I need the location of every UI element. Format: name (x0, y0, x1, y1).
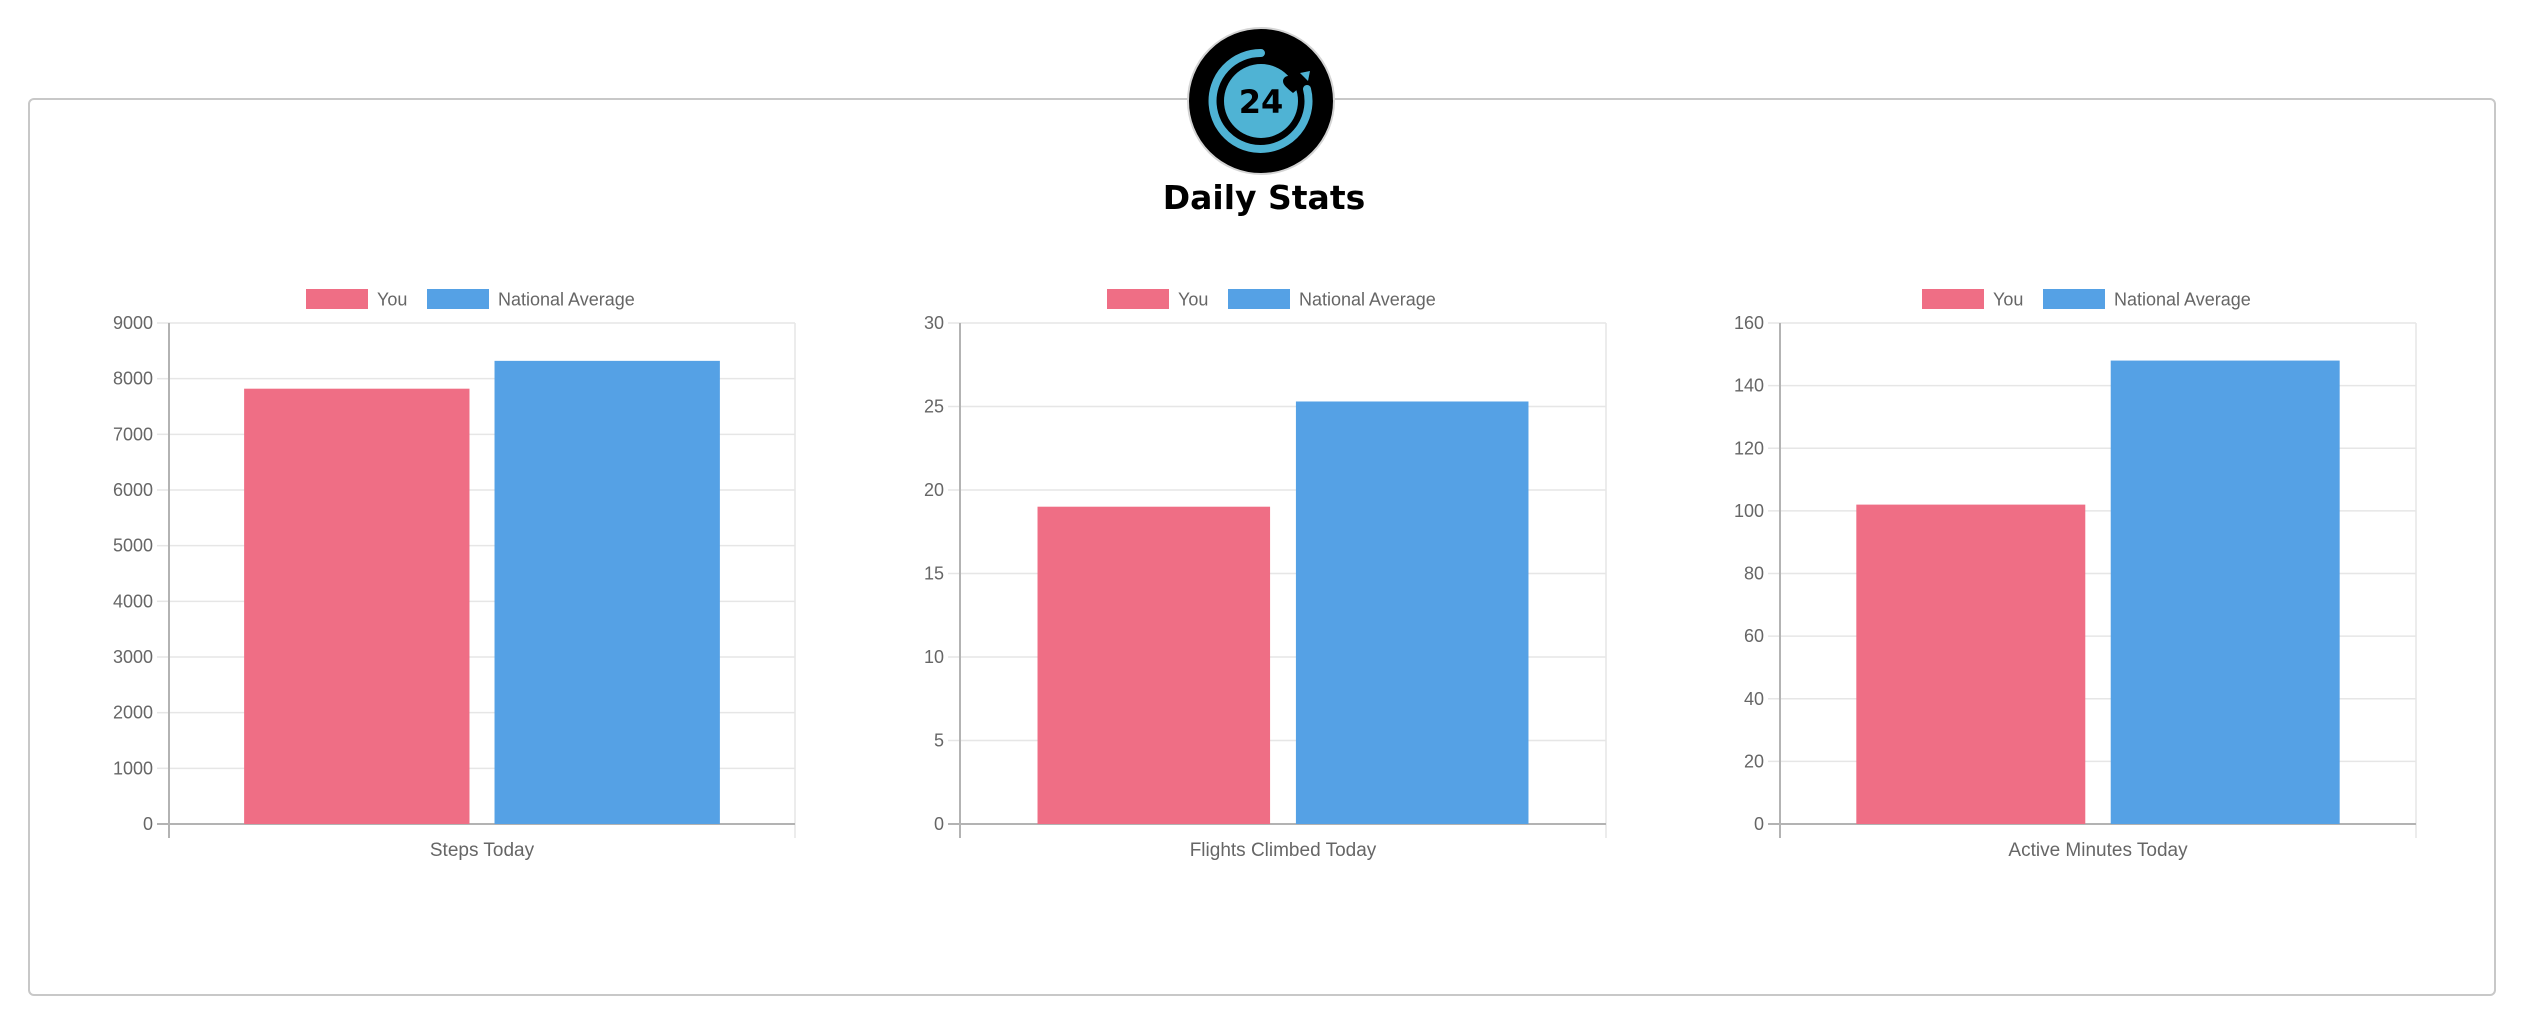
y-tick-label: 100 (1734, 501, 1764, 521)
legend-swatch-national-average (2043, 289, 2105, 309)
y-tick-label: 3000 (113, 647, 153, 667)
y-tick-label: 5 (934, 731, 944, 751)
y-tick-label: 40 (1744, 689, 1764, 709)
y-tick-label: 2000 (113, 703, 153, 723)
clock-24-heart-icon: 24 (1187, 27, 1335, 175)
bar-you (244, 388, 470, 824)
x-category-label: Steps Today (430, 840, 535, 861)
refresh-arc (1208, 48, 1313, 153)
y-tick-label: 25 (924, 397, 944, 417)
legend-swatch-national-average (1228, 289, 1290, 309)
badge-text: 24 (1239, 83, 1284, 121)
legend-label-national-average: National Average (1299, 290, 1436, 310)
legend-label-you: You (377, 290, 407, 310)
bar-national-average (2110, 360, 2340, 824)
legend-label-national-average: National Average (2114, 290, 2251, 310)
y-tick-label: 10 (924, 647, 944, 667)
y-tick-label: 9000 (113, 313, 153, 333)
y-tick-label: 7000 (113, 424, 153, 444)
y-tick-label: 120 (1734, 438, 1764, 458)
y-tick-label: 8000 (113, 369, 153, 389)
y-tick-label: 5000 (113, 536, 153, 556)
y-tick-label: 160 (1734, 313, 1764, 333)
y-tick-label: 15 (924, 564, 944, 584)
bar-you (1037, 506, 1271, 824)
badge-graphic: 24 (1208, 48, 1313, 153)
y-tick-label: 1000 (113, 758, 153, 778)
y-tick-label: 0 (143, 814, 153, 834)
legend-label-national-average: National Average (498, 290, 635, 310)
y-tick-label: 20 (924, 480, 944, 500)
legend-label-you: You (1178, 290, 1208, 310)
y-tick-label: 0 (1754, 814, 1764, 834)
charts-area: 0100020003000400050006000700080009000Ste… (113, 289, 2417, 861)
y-tick-label: 30 (924, 313, 944, 333)
y-tick-label: 140 (1734, 376, 1764, 396)
bar-national-average (1295, 401, 1529, 824)
legend-swatch-national-average (427, 289, 489, 309)
y-tick-label: 0 (934, 814, 944, 834)
badge-inner-disc (1224, 64, 1298, 138)
y-tick-label: 20 (1744, 751, 1764, 771)
legend-swatch-you (1107, 289, 1169, 309)
x-category-label: Active Minutes Today (2008, 840, 2188, 861)
page-title: Daily Stats (1162, 178, 1366, 217)
heart-icon (1283, 76, 1303, 93)
y-tick-label: 4000 (113, 591, 153, 611)
legend-label-you: You (1993, 290, 2023, 310)
y-tick-label: 60 (1744, 626, 1764, 646)
bar-national-average (494, 360, 720, 824)
legend-swatch-you (1922, 289, 1984, 309)
x-category-label: Flights Climbed Today (1190, 840, 1377, 861)
legend-swatch-you (306, 289, 368, 309)
y-tick-label: 6000 (113, 480, 153, 500)
bar-you (1856, 504, 2086, 824)
arc-arrowhead (1300, 71, 1310, 81)
y-tick-label: 80 (1744, 564, 1764, 584)
